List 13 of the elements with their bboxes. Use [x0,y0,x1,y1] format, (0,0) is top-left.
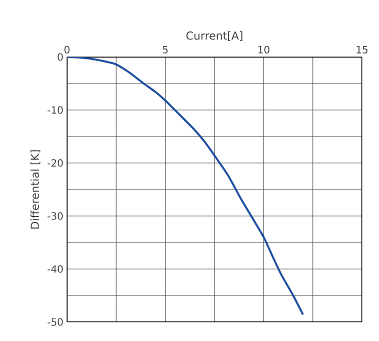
y-tick-label: -50 [48,318,63,326]
x-tick-label: 0 [64,46,70,54]
y-tick-label: 0 [58,53,63,61]
y-tick-label: -20 [48,159,63,167]
x-axis-title: Current[A] [186,31,242,42]
y-tick-label: -40 [48,265,63,273]
y-axis-title: Differential [K] [30,150,40,229]
y-tick-label: -10 [48,106,63,114]
y-tick-label: -30 [48,212,63,220]
x-tick-label: 5 [162,46,168,54]
x-tick-label: 10 [258,46,270,54]
x-tick-label: 15 [356,46,368,54]
line-series [67,57,304,316]
